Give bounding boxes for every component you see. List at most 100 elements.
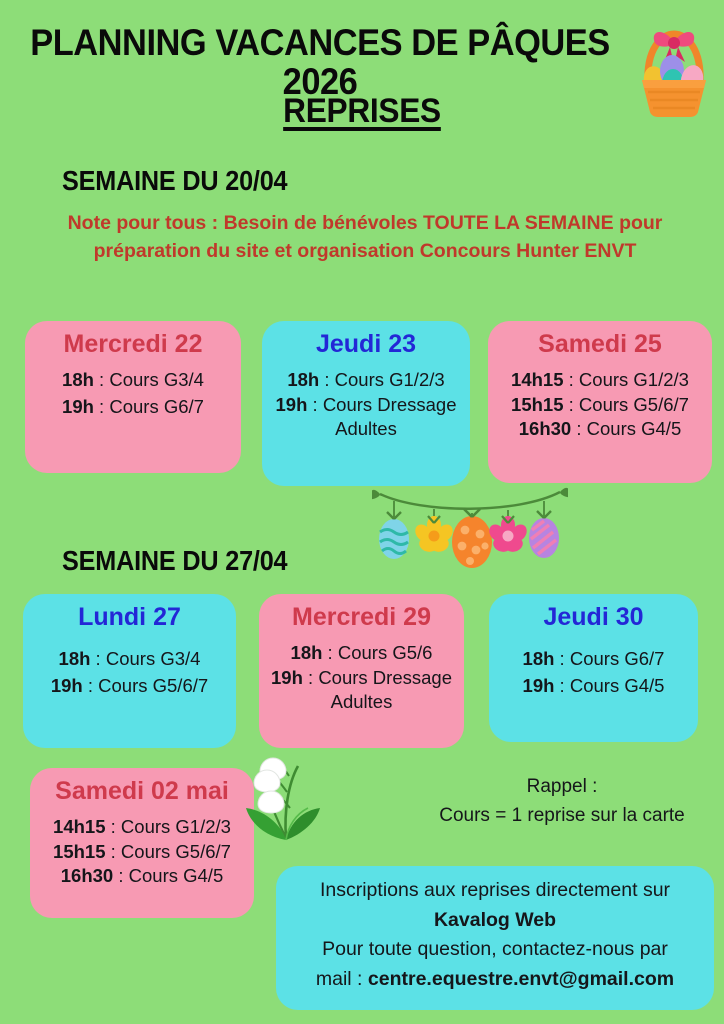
slot-separator: : (93, 395, 110, 417)
kavalog-web-label: Kavalog Web (433, 908, 557, 931)
slot-label: Cours G5/6/7 (120, 840, 231, 862)
slot-row: 19h : Cours G6/7 (33, 395, 233, 420)
slot-separator: : (105, 840, 121, 862)
slot-label: Cours G5/6 (337, 642, 433, 664)
slot-label: Cours G5/6/7 (98, 674, 209, 696)
day-card-slots: 14h15 : Cours G1/2/3 15h15 : Cours G5/6/… (496, 368, 704, 442)
volunteer-note: Note pour tous : Besoin de bénévoles TOU… (67, 212, 663, 262)
slot-row: 18h : Cours G5/6 (267, 641, 456, 666)
slot-separator: : (82, 674, 99, 696)
easter-basket-icon (628, 18, 720, 118)
slot-separator: : (571, 418, 587, 440)
slot-time: 18h (290, 642, 323, 664)
slot-row: 18h : Cours G3/4 (31, 647, 228, 672)
slot-row: 19h : Cours Dressage Adultes (270, 393, 462, 442)
slot-row: 14h15 : Cours G1/2/3 (38, 815, 246, 840)
reminder-text: Rappel : Cours = 1 reprise sur la carte (400, 772, 724, 831)
reminder-line-1: Rappel : (526, 776, 598, 797)
info-line-4: mail : centre.equestre.envt@gmail.com (286, 965, 704, 995)
slot-row: 18h : Cours G3/4 (33, 368, 233, 393)
day-card-mercredi-29[interactable]: Mercredi 29 18h : Cours G5/6 19h : Cours… (259, 594, 464, 748)
day-card-title: Jeudi 23 (315, 330, 417, 358)
slot-label: Cours G1/2/3 (334, 369, 445, 391)
contact-email[interactable]: centre.equestre.envt@gmail.com (367, 967, 675, 990)
slot-label: Cours G4/5 (586, 418, 682, 440)
slot-separator: : (93, 369, 110, 391)
slot-time: 14h15 (53, 816, 106, 838)
slot-label: Cours G1/2/3 (120, 816, 231, 838)
slot-label: Cours G3/4 (105, 648, 201, 670)
slot-row: 19h : Cours G5/6/7 (31, 674, 228, 699)
day-card-slots: 18h : Cours G1/2/3 19h : Cours Dressage … (270, 368, 462, 442)
slot-separator: : (322, 642, 338, 664)
reminder-line-2: Cours = 1 reprise sur la carte (439, 805, 685, 827)
slot-separator: : (563, 393, 579, 415)
day-card-slots: 18h : Cours G5/6 19h : Cours Dressage Ad… (267, 641, 456, 715)
slot-time: 14h15 (511, 369, 564, 391)
slot-separator: : (554, 674, 570, 696)
slot-separator: : (319, 369, 335, 391)
slot-row: 14h15 : Cours G1/2/3 (496, 368, 704, 393)
slot-label: Cours G6/7 (569, 648, 665, 670)
slot-row: 18h : Cours G6/7 (497, 647, 690, 672)
slot-time: 18h (522, 648, 555, 670)
day-card-title: Samedi 02 mai (55, 777, 229, 805)
slot-row: 19h : Cours G4/5 (497, 674, 690, 699)
day-card-slots: 18h : Cours G6/7 19h : Cours G4/5 (497, 647, 690, 698)
slot-separator: : (113, 865, 129, 887)
day-card-jeudi-23[interactable]: Jeudi 23 18h : Cours G1/2/3 19h : Cours … (262, 321, 470, 486)
day-card-slots: 18h : Cours G3/4 19h : Cours G5/6/7 (31, 647, 228, 698)
slot-label: Cours Dressage Adultes (318, 666, 452, 713)
slot-time: 15h15 (511, 393, 564, 415)
slot-row: 18h : Cours G1/2/3 (270, 368, 462, 393)
slot-row: 16h30 : Cours G4/5 (38, 864, 246, 889)
slot-time: 19h (50, 674, 83, 696)
day-card-jeudi-30[interactable]: Jeudi 30 18h : Cours G6/7 19h : Cours G4… (489, 594, 698, 742)
slot-label: Cours G3/4 (109, 369, 204, 391)
slot-separator: : (90, 648, 106, 670)
slot-time: 16h30 (60, 865, 114, 887)
day-card-slots: 18h : Cours G3/4 19h : Cours G6/7 (33, 368, 233, 419)
slot-time: 19h (62, 395, 94, 417)
lily-of-the-valley-icon (240, 752, 324, 848)
slot-label: Cours G1/2/3 (578, 369, 689, 391)
day-card-title: Jeudi 30 (543, 603, 644, 631)
slot-time: 18h (58, 648, 91, 670)
slot-label: Cours G4/5 (128, 865, 224, 887)
registration-info-box[interactable]: Inscriptions aux reprises directement su… (276, 866, 714, 1010)
day-card-lundi-27[interactable]: Lundi 27 18h : Cours G3/4 19h : Cours G5… (23, 594, 236, 748)
slot-row: 19h : Cours Dressage Adultes (267, 666, 456, 715)
day-card-slots: 14h15 : Cours G1/2/3 15h15 : Cours G5/6/… (38, 815, 246, 889)
slot-time: 19h (275, 393, 308, 415)
week-heading-1: SEMAINE DU 20/04 (62, 165, 288, 196)
day-card-title: Lundi 27 (78, 603, 181, 631)
slot-time: 18h (287, 369, 320, 391)
slot-label: Cours G4/5 (569, 674, 665, 696)
slot-label: Cours G5/6/7 (578, 393, 689, 415)
slot-separator: : (554, 648, 570, 670)
week-heading-2: SEMAINE DU 27/04 (62, 545, 288, 576)
slot-row: 15h15 : Cours G5/6/7 (496, 393, 704, 418)
info-line-3: Pour toute question, contactez-nous par (322, 938, 668, 961)
page-subtitle: REPRISES (283, 92, 441, 130)
slot-separator: : (105, 816, 121, 838)
info-line-1: Inscriptions aux reprises directement su… (319, 879, 671, 901)
slot-label: Cours Dressage Adultes (322, 393, 457, 440)
day-card-title: Mercredi 22 (63, 330, 203, 358)
slot-separator: : (563, 369, 579, 391)
day-card-samedi-02-mai[interactable]: Samedi 02 mai 14h15 : Cours G1/2/3 15h15… (30, 768, 254, 918)
day-card-title: Mercredi 29 (292, 603, 431, 631)
day-card-samedi-25[interactable]: Samedi 25 14h15 : Cours G1/2/3 15h15 : C… (488, 321, 712, 483)
slot-label: Cours G6/7 (109, 395, 204, 417)
slot-time: 19h (271, 666, 303, 688)
day-card-mercredi-22[interactable]: Mercredi 22 18h : Cours G3/4 19h : Cours… (25, 321, 241, 473)
slot-time: 19h (522, 674, 555, 696)
slot-row: 15h15 : Cours G5/6/7 (38, 840, 246, 865)
slot-time: 16h30 (518, 418, 572, 440)
slot-row: 16h30 : Cours G4/5 (496, 417, 704, 442)
slot-time: 18h (62, 369, 94, 391)
easter-egg-garland-icon (368, 484, 572, 570)
page-title: PLANNING VACANCES DE PÂQUES 2026 (30, 22, 610, 102)
mail-prefix: mail : (315, 967, 368, 990)
